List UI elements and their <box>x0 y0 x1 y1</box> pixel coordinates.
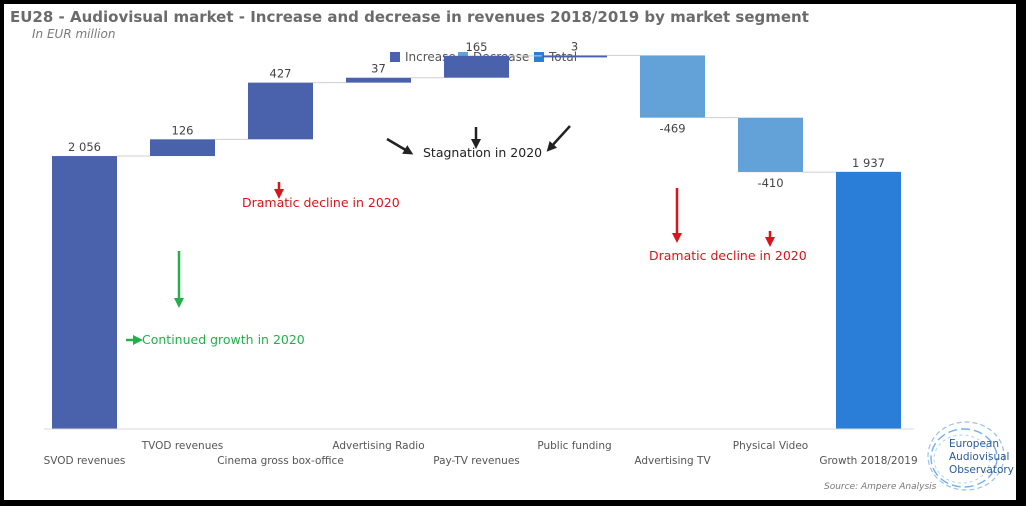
legend-swatch-increase <box>390 52 400 62</box>
logo-swirl-icon <box>927 421 1005 491</box>
bar-4 <box>346 77 411 83</box>
black-arrow <box>386 137 414 155</box>
bar-5 <box>444 55 509 78</box>
category-label-1: SVOD revenues <box>44 455 126 467</box>
data-label-5: 165 <box>466 40 488 54</box>
waterfall-chart: EU28 - Audiovisual market - Increase and… <box>10 8 1014 492</box>
data-label-4: 37 <box>371 62 386 76</box>
data-label-8: -410 <box>757 176 783 190</box>
black-arrow <box>546 125 571 152</box>
category-label-3: Cinema gross box-office <box>217 455 344 467</box>
chart-subtitle: In EUR million <box>32 27 115 41</box>
annotation-text: Dramatic decline in 2020 <box>649 248 807 263</box>
chart-frame: EU28 - Audiovisual market - Increase and… <box>4 4 1016 500</box>
bar-3 <box>248 82 313 140</box>
data-label-7: -469 <box>659 122 685 136</box>
logo-line-1: European <box>949 438 999 450</box>
data-label-1: 2 056 <box>68 140 101 154</box>
category-label-9: Growth 2018/2019 <box>819 455 917 467</box>
annotation-stagnation: Stagnation in 2020 <box>386 125 571 160</box>
bar-8 <box>738 117 803 173</box>
annotation-decline-2: Dramatic decline in 2020 <box>649 188 807 263</box>
annotation-text: Dramatic decline in 2020 <box>242 195 400 210</box>
source-note: Source: Ampere Analysis <box>824 482 937 492</box>
annotation-text: Stagnation in 2020 <box>423 145 542 160</box>
data-label-6: 3 <box>571 39 578 53</box>
bar-1 <box>52 156 117 429</box>
legend-label-increase: Increase <box>405 50 456 64</box>
chart-title: EU28 - Audiovisual market - Increase and… <box>10 8 809 26</box>
category-label-8: Physical Video <box>733 440 808 452</box>
data-labels: 2 056 126 427 37 165 3 -469 -410 1 937 <box>68 39 885 190</box>
logo-line-3: Observatory <box>949 464 1014 476</box>
category-label-7: Advertising TV <box>634 455 711 467</box>
category-label-4: Advertising Radio <box>332 440 424 452</box>
category-label-6: Public funding <box>537 440 611 452</box>
annotation-decline-1: Dramatic decline in 2020 <box>242 182 400 210</box>
bar-6 <box>542 55 607 58</box>
category-labels: SVOD revenues TVOD revenues Cinema gross b… <box>44 440 918 467</box>
bar-9 <box>836 171 901 429</box>
logo-line-2: Audiovisual <box>949 451 1009 463</box>
observatory-logo: European Audiovisual Observatory <box>927 421 1014 491</box>
annotation-text: Continued growth in 2020 <box>142 332 305 347</box>
data-label-2: 126 <box>172 123 194 137</box>
connector-lines <box>117 54 836 173</box>
bar-2 <box>150 139 215 157</box>
legend-swatch-total <box>534 52 544 62</box>
bar-7 <box>640 55 705 118</box>
data-label-9: 1 937 <box>852 156 885 170</box>
category-label-2: TVOD revenues <box>141 440 224 452</box>
bars <box>52 55 901 429</box>
annotation-continued-growth: Continued growth in 2020 <box>126 251 305 347</box>
data-label-3: 427 <box>270 67 292 81</box>
category-label-5: Pay-TV revenues <box>433 455 520 467</box>
